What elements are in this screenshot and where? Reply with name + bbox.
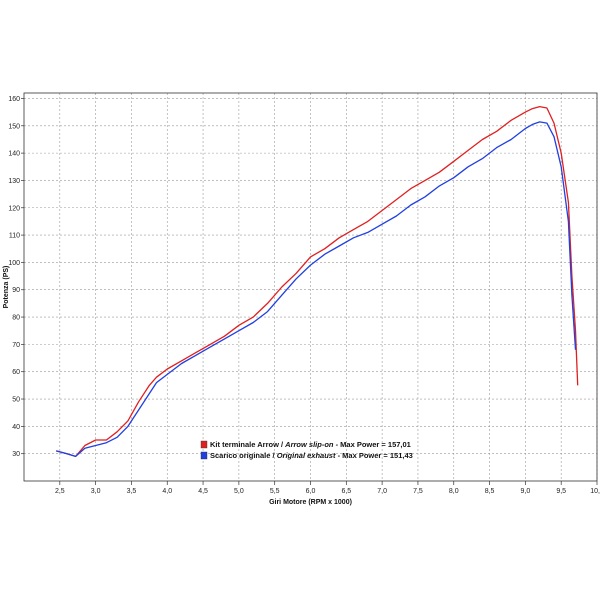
x-tick-label: 6,5 — [341, 488, 351, 495]
x-axis-label: Giri Motore (RPM x 1000) — [269, 499, 352, 506]
y-tick-label: 140 — [8, 151, 20, 158]
y-tick-label: 120 — [8, 205, 20, 212]
series-lines — [56, 105, 579, 458]
y-tick-label: 50 — [12, 397, 20, 404]
y-tick-label: 130 — [8, 178, 20, 185]
legend-swatch — [200, 440, 208, 449]
series-line-2 — [56, 121, 577, 458]
x-tick-label: 7,5 — [413, 488, 423, 495]
x-tick-label: 8,5 — [485, 488, 495, 495]
legend-entry-part: Original exhaust — [277, 451, 336, 460]
x-tick-label: 2,5 — [55, 488, 65, 495]
y-tick-label: 40 — [12, 424, 20, 431]
legend-entry-part: Arrow slip-on — [284, 440, 334, 449]
y-axis-label: Potenza (PS) — [3, 266, 10, 309]
x-tick-label: 5,0 — [234, 488, 244, 495]
x-tick-label: 9,5 — [556, 488, 566, 495]
legend-entry-part: Kit terminale Arrow / — [210, 440, 285, 449]
legend-entry: Kit terminale Arrow / Arrow slip-on - Ma… — [210, 440, 411, 449]
y-tick-label: 90 — [12, 287, 20, 294]
x-tick-label: 6,0 — [306, 488, 316, 495]
x-tick-label: 7,0 — [377, 488, 387, 495]
y-tick-label: 30 — [12, 451, 20, 458]
x-tick-label: 4,0 — [162, 488, 172, 495]
y-tick-label: 60 — [12, 369, 20, 376]
y-tick-label: 160 — [8, 96, 20, 103]
x-tick-label: 3,0 — [91, 488, 101, 495]
x-tick-label: 3,5 — [127, 488, 137, 495]
legend-entry-part: Scarico originale / — [210, 451, 277, 460]
y-tick-label: 100 — [8, 260, 20, 267]
x-tick-label: 8,0 — [449, 488, 459, 495]
legend-swatch — [200, 451, 208, 460]
legend-entry-part: - Max Power = 157,01 — [334, 440, 411, 449]
x-tick-label: 10,0 — [590, 488, 600, 495]
series-line-1 — [56, 105, 579, 458]
y-axis-ticks: 30 40 50 60 70 80 90 100 110 120 130 140 150 160 — [8, 96, 24, 458]
y-tick-label: 110 — [9, 233, 20, 240]
legend: Kit terminale Arrow / Arrow slip-on - Ma… — [200, 440, 413, 460]
y-tick-label: 80 — [12, 315, 20, 322]
x-tick-label: 4,5 — [198, 488, 208, 495]
x-axis-ticks: 2,5 3,0 3,5 4,0 4,5 5,0 5,5 6,0 6,5 7,0 7,5 8,0 8,5 9… — [55, 481, 600, 495]
x-tick-label: 5,5 — [270, 488, 280, 495]
y-tick-label: 70 — [12, 342, 20, 349]
legend-entry: Scarico originale / Original exhaust - M… — [210, 451, 413, 460]
legend-entry-part: - Max Power = 151,43 — [335, 451, 412, 460]
x-tick-label: 9,0 — [521, 488, 531, 495]
y-tick-label: 150 — [8, 123, 20, 130]
